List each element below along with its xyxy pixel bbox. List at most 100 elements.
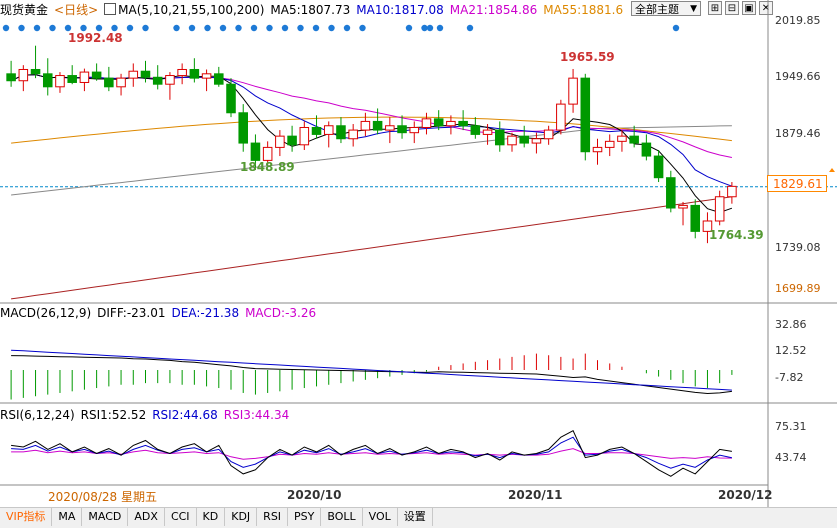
candle-up: [556, 103, 566, 131]
candle-up: [79, 71, 90, 83]
candle-up: [165, 75, 175, 85]
tab-rsi[interactable]: RSI: [257, 508, 289, 526]
candle-down: [214, 73, 224, 85]
rsi-axis-label: 75.31: [775, 420, 807, 433]
price-axis-label: 1739.08: [775, 241, 821, 254]
indicator-tabbar: VIP指标 MA MACD ADX CCI KD KDJ RSI PSY BOLL VOL 设置: [0, 507, 837, 528]
expand-icon[interactable]: ⊞: [708, 1, 722, 15]
candle-up: [177, 68, 187, 77]
candle-down: [690, 204, 701, 232]
theme-select[interactable]: 全部主题 ▼: [631, 1, 701, 16]
macd-dea: DEA:-21.38: [171, 306, 240, 320]
tab-vol[interactable]: VOL: [363, 508, 398, 526]
candle-down: [470, 125, 481, 135]
rsi3-value: RSI3:44.34: [223, 408, 290, 422]
tab-vip[interactable]: VIP指标: [0, 508, 53, 526]
tab-ma[interactable]: MA: [52, 508, 83, 526]
tab-kd[interactable]: KD: [197, 508, 226, 526]
signal-dot: [80, 24, 87, 32]
tab-adx[interactable]: ADX: [128, 508, 165, 526]
candle-up: [714, 196, 725, 222]
instrument-title[interactable]: 现货黄金: [0, 3, 49, 17]
candle-up: [543, 129, 554, 140]
candle-up: [18, 68, 29, 82]
chart-header: 现货黄金 <日线> MA(5,10,21,55,100,200) MA5:1807.7…: [0, 0, 770, 20]
tab-boll[interactable]: BOLL: [321, 508, 363, 526]
signal-dot: [436, 24, 444, 32]
ma55-value: MA55:1881.6: [543, 3, 624, 17]
candle-down: [30, 68, 41, 75]
tab-cci[interactable]: CCI: [165, 508, 197, 526]
low-annotation: 1764.39: [709, 228, 764, 242]
candle-up: [446, 120, 456, 127]
rsi-header: RSI(6,12,24) RSI1:52.52 RSI2:44.68 RSI3:44.…: [0, 408, 295, 422]
candle-down: [458, 120, 468, 127]
macd-dea-line: [11, 349, 732, 391]
ma5-line: [10, 74, 733, 214]
ma10-line: [10, 74, 733, 187]
candle-down: [336, 125, 346, 140]
signal-dot: [312, 24, 320, 32]
candle-down: [372, 120, 383, 131]
candle-up: [262, 146, 273, 161]
price-axis-label: 1879.46: [775, 127, 821, 140]
price-axis-label: 1699.89: [775, 282, 821, 295]
candle-down: [6, 73, 16, 82]
candle-up: [702, 220, 713, 232]
candle-up: [531, 138, 542, 144]
candle-down: [641, 142, 652, 157]
signal-dot: [328, 24, 335, 32]
signal-dot: [250, 24, 258, 32]
signal-dot: [64, 24, 72, 32]
candle-down: [494, 129, 505, 146]
maximize-icon[interactable]: ▣: [742, 1, 756, 15]
signal-dot: [359, 24, 366, 32]
candle-down: [287, 135, 297, 146]
macd-header: MACD(26,12,9) DIFF:-23.01 DEA:-21.38 MACD:-…: [0, 306, 322, 320]
ma-settings-icon[interactable]: [104, 3, 117, 15]
candle-up: [727, 185, 737, 198]
period-label[interactable]: <日线>: [54, 3, 99, 17]
ma100-line: [11, 125, 732, 196]
candle-down: [629, 135, 639, 144]
candle-down: [666, 177, 676, 209]
candle-up: [360, 120, 371, 131]
signal-dot: [281, 24, 289, 32]
rsi1-value: RSI1:52.52: [80, 408, 147, 422]
candle-up: [507, 135, 517, 146]
date-label: 2020/12: [718, 488, 773, 502]
tab-settings[interactable]: 设置: [398, 508, 433, 526]
candle-up: [128, 70, 139, 79]
high-annotation: 1992.48: [68, 31, 123, 45]
tab-psy[interactable]: PSY: [288, 508, 322, 526]
rsi2-value: RSI2:44.68: [152, 408, 218, 422]
candle-down: [250, 142, 261, 161]
candle-down: [580, 77, 591, 153]
signal-dot: [173, 24, 180, 32]
rsi1-line: [11, 430, 732, 477]
candle-up: [55, 75, 65, 88]
ma5-value: MA5:1807.73: [270, 3, 351, 17]
signal-dot: [343, 24, 351, 32]
signal-dot: [49, 24, 56, 32]
low-annotation: 1848.89: [240, 160, 295, 174]
candle-up: [421, 118, 432, 128]
tab-kdj[interactable]: KDJ: [225, 508, 258, 526]
collapse-icon[interactable]: ⊟: [725, 1, 739, 15]
rsi3-line: [11, 448, 732, 460]
candle-down: [42, 73, 53, 88]
macd-diff-line: [11, 355, 732, 395]
ma21-value: MA21:1854.86: [449, 3, 538, 17]
candle-down: [653, 155, 664, 179]
signal-dot: [405, 24, 413, 32]
ma55-line: [11, 116, 732, 144]
ma200-line: [11, 196, 732, 300]
close-icon[interactable]: ✕: [759, 1, 773, 15]
signal-dot: [297, 24, 304, 32]
signal-dot: [188, 24, 196, 32]
candle-up: [678, 204, 688, 209]
signal-dot: [672, 24, 680, 32]
candle-up: [409, 126, 420, 134]
tab-macd[interactable]: MACD: [82, 508, 129, 526]
